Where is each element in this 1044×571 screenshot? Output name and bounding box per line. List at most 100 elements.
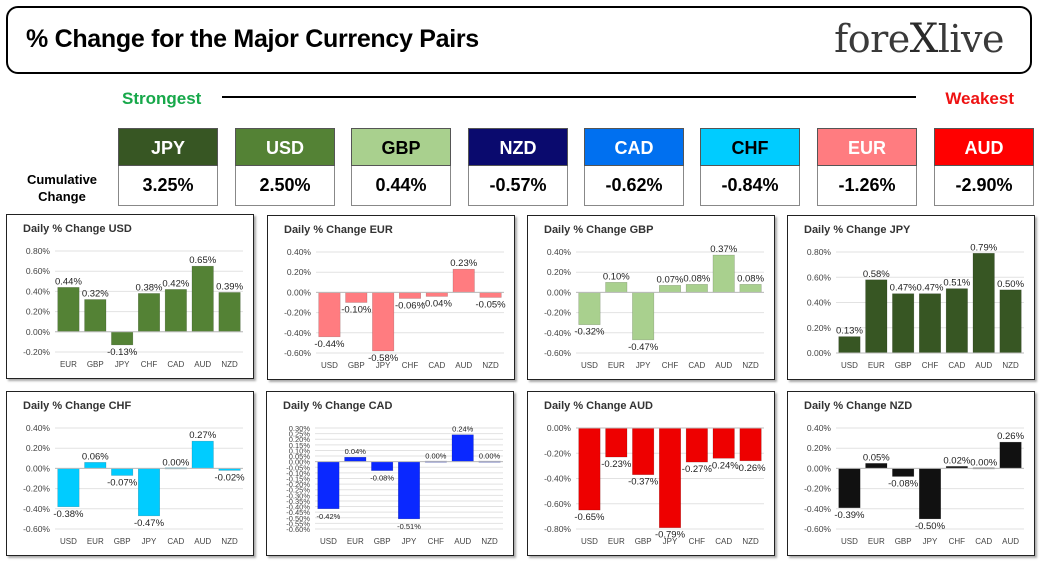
tick-label: -0.20% xyxy=(544,448,571,458)
data-label: 0.05% xyxy=(863,452,890,463)
bar xyxy=(685,427,708,463)
chart-panel-2: Daily % Change EUR 0.40% 0.20% 0.00% -0.20% -… xyxy=(267,215,515,380)
chart-title: Daily % Change AUD xyxy=(544,400,653,412)
bar xyxy=(345,292,368,303)
category-label: USD xyxy=(581,537,598,546)
category-label: JPY xyxy=(376,361,391,370)
data-label: 0.50% xyxy=(997,279,1024,290)
category-label: EUR xyxy=(868,537,885,546)
category-label: CAD xyxy=(688,361,705,370)
bar xyxy=(739,427,762,462)
chart-svg: Daily % Change GBP0.40%0.20%0.00%-0.20%-… xyxy=(544,224,765,370)
tick-label: -0.15% xyxy=(286,475,310,484)
tick-label: 0.30% xyxy=(289,424,311,433)
tick-label: -0.05% xyxy=(286,463,310,472)
bar xyxy=(84,462,107,469)
data-label: -0.42% xyxy=(317,512,341,521)
data-label: 0.47% xyxy=(890,283,917,294)
category-label: CAD xyxy=(948,361,965,370)
tick-label: -0.60% xyxy=(286,525,310,534)
category-label: NZD xyxy=(1002,361,1019,370)
cumulative-gbp: GBP 0.44% xyxy=(351,128,451,206)
cumulative-aud: AUD -2.90% xyxy=(934,128,1034,206)
category-label: NZD xyxy=(482,361,499,370)
tick-label: -0.60% xyxy=(544,499,571,509)
category-label: USD xyxy=(841,361,858,370)
data-label: 0.42% xyxy=(162,278,189,289)
chart-panel-4: Daily % Change JPY 0.80% 0.60% 0.40% 0.20% 0.… xyxy=(787,215,1035,380)
data-label: -0.02% xyxy=(215,472,246,483)
bar xyxy=(479,292,502,298)
bar xyxy=(398,461,420,520)
category-label: USD xyxy=(320,537,337,546)
category-label: CAD xyxy=(428,361,445,370)
forexlive-logo: foreXlive xyxy=(834,16,1004,62)
category-label: CHF xyxy=(141,360,158,369)
category-label: JPY xyxy=(663,537,678,546)
bar xyxy=(344,456,367,462)
bar xyxy=(578,427,601,511)
chart-title: Daily % Change USD xyxy=(23,223,132,235)
data-label: -0.08% xyxy=(888,478,919,489)
bar xyxy=(452,268,475,293)
data-label: 0.38% xyxy=(136,282,163,293)
bar xyxy=(739,284,762,293)
cumulative-value: 3.25% xyxy=(118,166,218,206)
tick-label: -0.40% xyxy=(286,503,310,512)
bar xyxy=(425,292,448,297)
category-label: AUD xyxy=(1002,537,1019,546)
weakest-label: Weakest xyxy=(945,89,1014,108)
tick-label: -0.20% xyxy=(284,308,311,318)
data-label: 0.32% xyxy=(82,288,109,299)
bar xyxy=(399,292,421,299)
cumulative-value: -0.57% xyxy=(468,166,568,206)
data-label: -0.06% xyxy=(395,300,426,311)
strongest-label: Strongest xyxy=(122,89,202,108)
bar xyxy=(838,468,861,509)
data-label: 0.00% xyxy=(970,457,997,468)
tick-label: 0.20% xyxy=(807,323,832,333)
data-label: -0.07% xyxy=(107,477,138,488)
category-label: CAD xyxy=(167,537,184,546)
chart-svg: Daily % Change JPY 0.80% 0.60% 0.40% 0.20% 0.… xyxy=(804,224,1025,370)
data-label: -0.26% xyxy=(736,463,767,474)
category-label: AUD xyxy=(455,361,472,370)
bar xyxy=(972,253,995,354)
category-label: EUR xyxy=(608,361,625,370)
tick-label: 0.00% xyxy=(289,458,311,467)
tick-label: -0.60% xyxy=(544,348,571,358)
tick-label: -0.20% xyxy=(804,484,831,494)
data-label: -0.32% xyxy=(574,327,605,338)
tick-label: 0.40% xyxy=(807,423,832,433)
data-label: 0.27% xyxy=(189,430,216,441)
tick-label: -0.45% xyxy=(286,508,310,517)
data-label: 0.24% xyxy=(452,425,474,434)
chart-title: Daily % Change CAD xyxy=(283,400,392,412)
data-label: -0.24% xyxy=(709,460,740,471)
category-label: NZD xyxy=(221,537,238,546)
category-label: EUR xyxy=(608,537,625,546)
bar xyxy=(919,293,941,354)
data-label: 0.13% xyxy=(836,326,863,337)
tick-label: 0.80% xyxy=(807,247,832,257)
tick-label: -0.60% xyxy=(23,524,50,534)
currency-name: NZD xyxy=(468,128,568,166)
currency-name: EUR xyxy=(817,128,917,166)
chart-panel-8: Daily % Change NZD 0.40% 0.20% 0.00% -0.20% -… xyxy=(787,391,1035,556)
tick-label: -0.50% xyxy=(286,514,310,523)
tick-label: 0.40% xyxy=(807,298,832,308)
bar xyxy=(318,292,341,338)
data-label: -0.13% xyxy=(107,347,138,358)
category-label: JPY xyxy=(923,537,938,546)
bar xyxy=(164,289,187,333)
data-label: 0.39% xyxy=(216,281,243,292)
cumulative-chf: CHF -0.84% xyxy=(700,128,800,206)
chart-panel-6: Daily % Change CAD 0.30% 0.25% 0.20% 0.15% 0.… xyxy=(266,391,514,556)
header-banner: % Change for the Major Currency Pairs fo… xyxy=(6,6,1032,74)
category-label: USD xyxy=(321,361,338,370)
cumulative-change-label: Cumulative Change xyxy=(26,172,98,204)
data-label: 0.44% xyxy=(55,276,82,287)
category-label: JPY xyxy=(142,537,157,546)
bar xyxy=(865,463,888,469)
tick-label: -0.20% xyxy=(23,347,50,357)
